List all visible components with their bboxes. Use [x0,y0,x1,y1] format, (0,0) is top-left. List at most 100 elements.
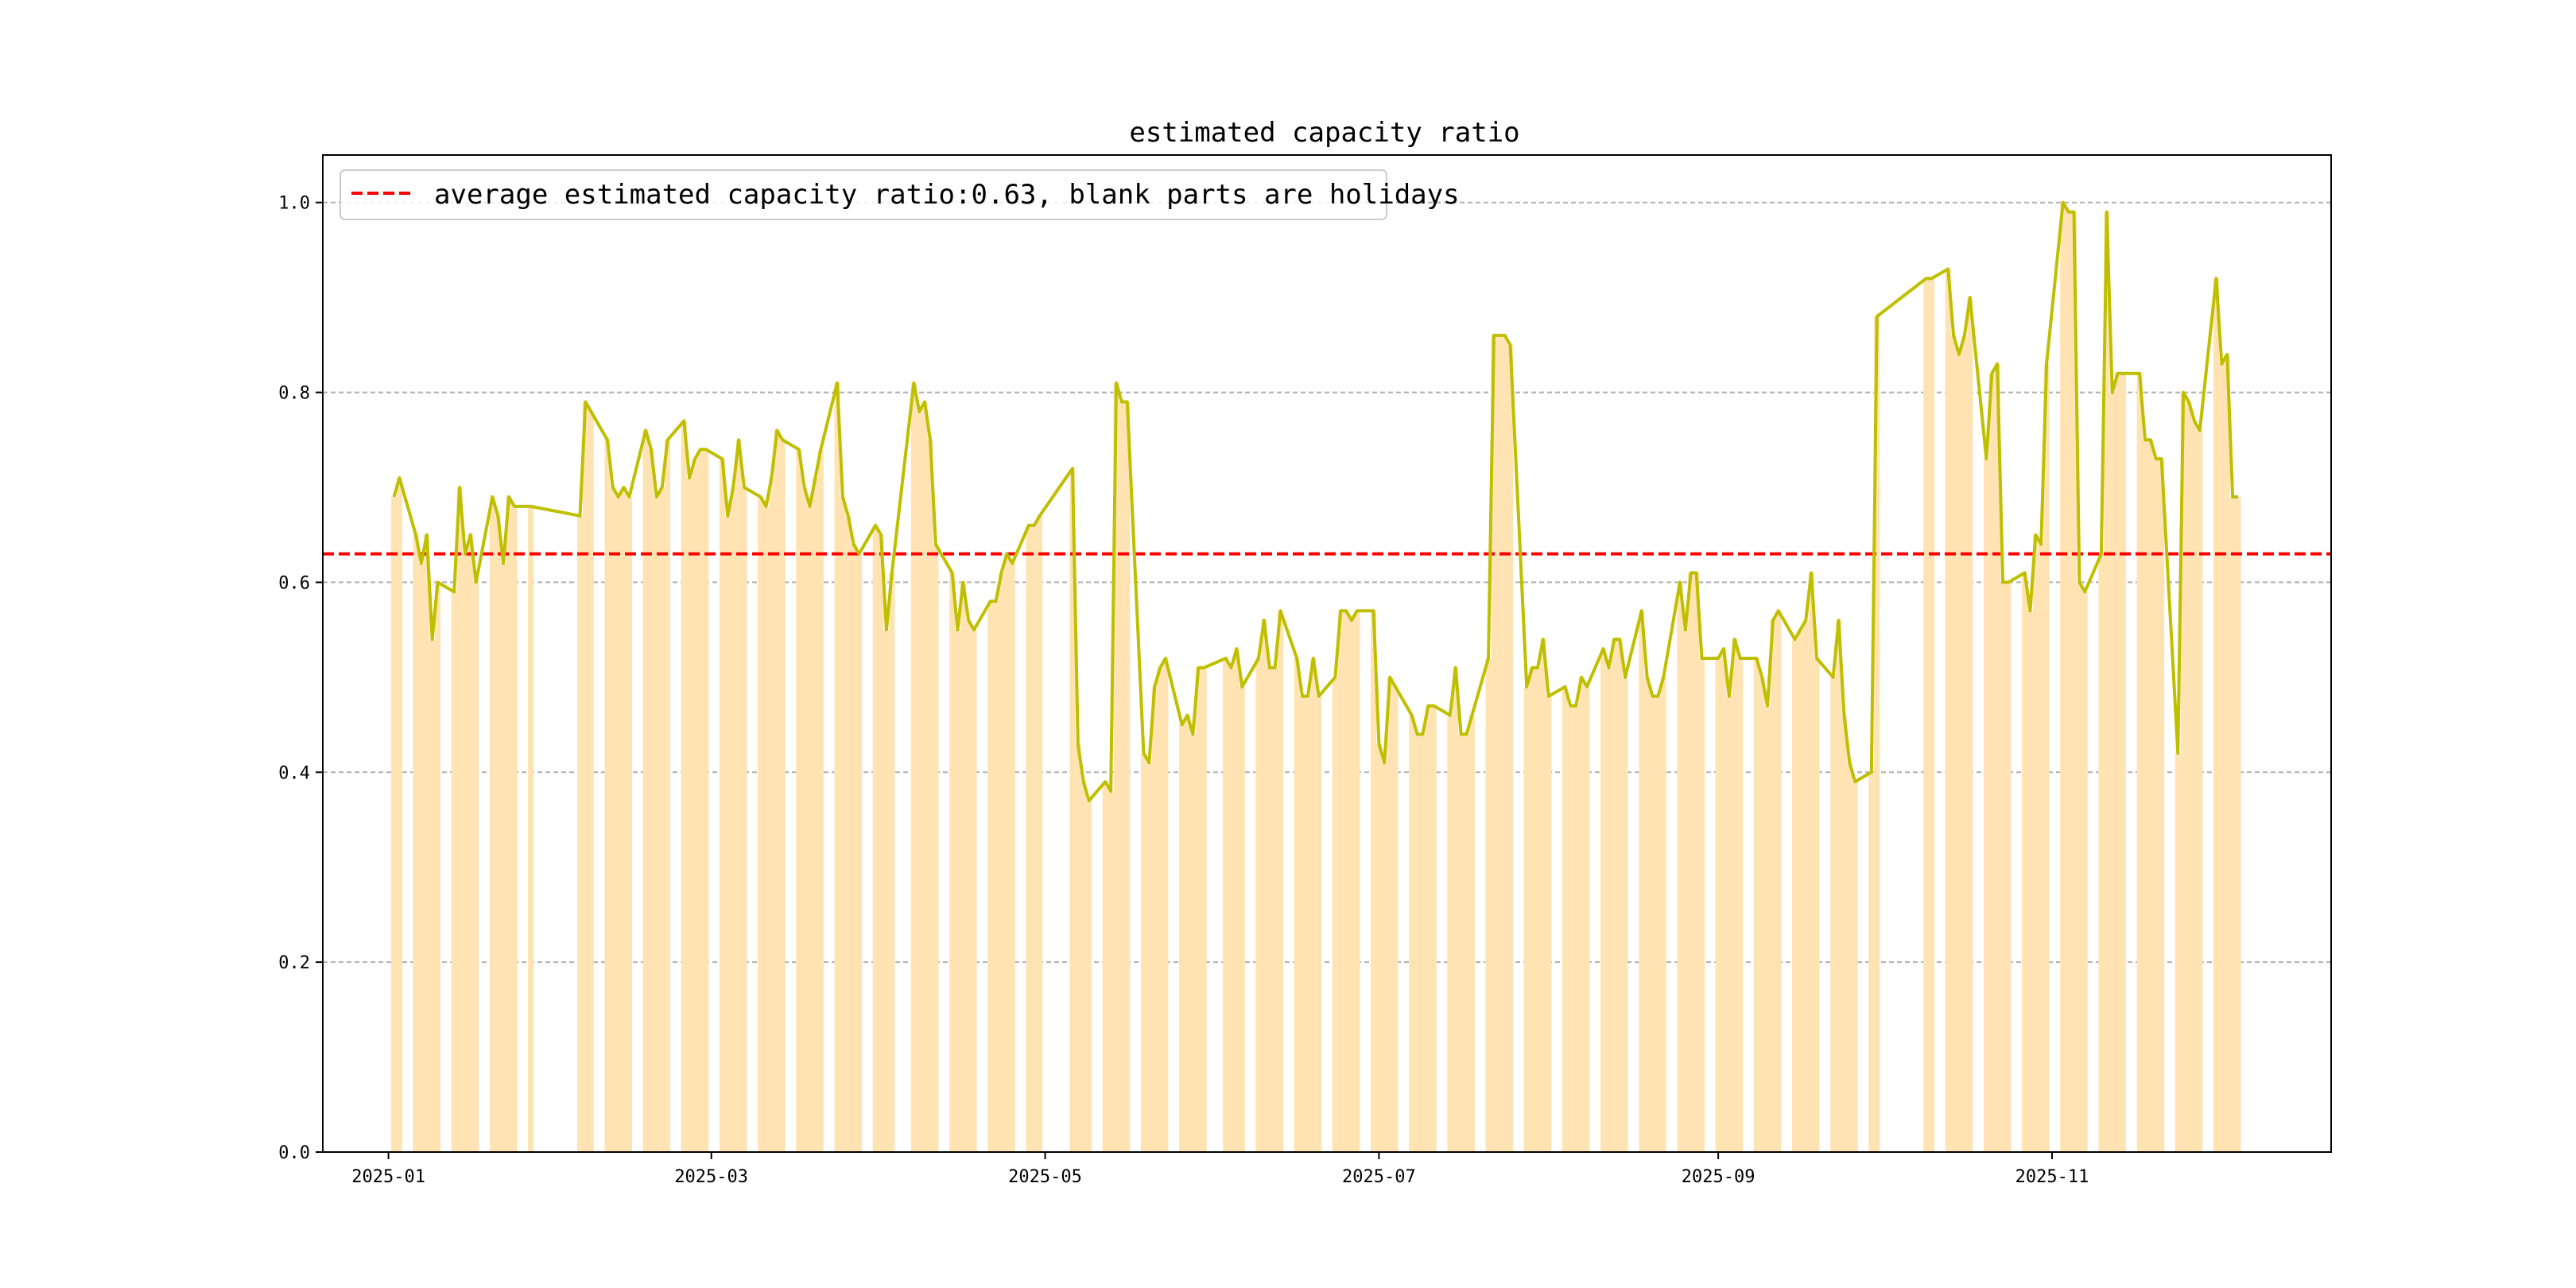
bar [1737,658,1744,1152]
bar [949,572,956,1152]
bar [2000,582,2006,1152]
bar [1468,715,1475,1152]
bar [1261,620,1267,1152]
bar [2180,392,2186,1152]
bar [1080,782,1087,1152]
bar [1419,734,1426,1152]
bar [1108,791,1114,1152]
bar [2147,440,2154,1152]
bar [889,572,895,1152]
bar [1124,402,1131,1152]
bar [1102,782,1108,1152]
bar [1375,743,1382,1152]
bar [582,402,588,1152]
bar [1195,667,1201,1152]
bar [1184,715,1190,1152]
bar [954,630,960,1152]
bar [1540,639,1546,1152]
bar [1660,677,1666,1152]
bar [506,496,512,1152]
bar [933,544,939,1152]
bar [1616,639,1623,1152]
bar [856,553,863,1152]
bar [1698,658,1705,1152]
bar [1529,667,1535,1152]
bar [834,382,840,1152]
x-tick-label: 2025-07 [1342,1167,1416,1187]
bar [801,487,808,1152]
bar [489,496,495,1152]
bar [648,449,654,1152]
bar [604,440,611,1152]
bar [1267,667,1273,1152]
bar [1233,649,1240,1152]
y-tick-label: 0.0 [278,1143,310,1163]
bar [796,449,802,1152]
bar [1797,630,1803,1152]
bar [2142,440,2148,1152]
bar [1830,677,1837,1152]
bar [473,582,479,1152]
bar [774,430,780,1152]
x-tick-label: 2025-09 [1682,1167,1755,1187]
bar [1458,734,1465,1152]
bar [1086,801,1092,1152]
bar [971,630,977,1152]
bar [1655,696,1661,1152]
bar [1650,696,1656,1152]
bar [500,563,506,1152]
bar [2076,582,2082,1152]
bar [528,506,534,1152]
bar [1534,667,1541,1152]
bar [1814,658,1820,1152]
bar [1239,686,1245,1152]
bar [735,440,742,1152]
y-axis: 0.0 0.2 0.4 0.6 0.8 1.0 [278,194,323,1163]
bar [1923,278,1930,1152]
bar [1146,762,1152,1152]
bar [998,572,1004,1152]
bar [1414,734,1421,1152]
bar [965,620,972,1152]
bar [1201,667,1207,1152]
bar [1496,335,1503,1152]
bar [1567,705,1573,1152]
bar [1677,582,1683,1152]
bar [1255,658,1262,1152]
bar [1151,686,1158,1152]
bar [840,496,846,1152]
bar [1381,762,1387,1152]
bar [1354,611,1360,1152]
bar-series [390,202,2241,1153]
bar [2022,572,2028,1152]
series-line [392,200,2238,803]
bar [1447,715,1453,1152]
bar [511,506,518,1152]
bar [916,411,922,1152]
bar [1961,335,1968,1152]
bar [768,478,774,1152]
bar [1732,639,1738,1152]
bar [1113,382,1119,1152]
bar [626,496,632,1152]
bar [845,515,852,1152]
bar [642,430,649,1152]
bar [1770,620,1776,1152]
bar [1305,696,1311,1152]
x-tick-label: 2025-05 [1008,1167,1082,1187]
bar [1693,572,1700,1152]
bar [1294,658,1300,1152]
bar [1502,335,1508,1152]
bar [576,515,583,1152]
bar [2218,363,2225,1152]
bar [697,449,704,1152]
bar [1332,677,1338,1152]
bar [2213,278,2219,1152]
bar [462,553,468,1152]
bar [1003,553,1010,1152]
bar [1726,696,1732,1152]
bar [1507,344,1514,1152]
bar [1299,696,1305,1152]
bar [1009,563,1015,1152]
bar [1578,677,1585,1152]
